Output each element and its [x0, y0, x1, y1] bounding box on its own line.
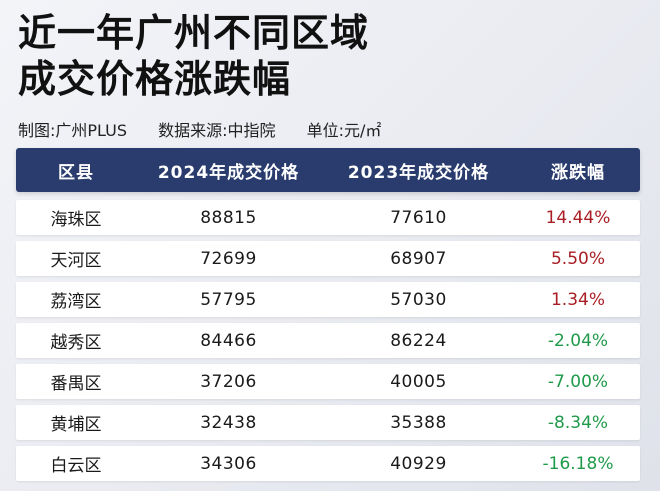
price-2024-cell: 57795 [200, 289, 257, 310]
price-2023-cell: 86224 [390, 330, 447, 351]
district-cell: 荔湾区 [50, 292, 102, 312]
price-2023-cell: 40929 [390, 453, 447, 474]
price-2024-cell: 84466 [200, 330, 257, 351]
price-2024-cell: 37206 [200, 371, 257, 392]
change-cell: -16.18% [542, 453, 614, 474]
meta-info: 制图:广州PLUS 数据来源:中指院 单位:元/㎡ [18, 117, 407, 141]
price-2023-cell: 68907 [390, 248, 447, 269]
header-price-2024: 2024年成交价格 [157, 162, 300, 183]
price-2024-cell: 88815 [200, 207, 257, 228]
price-2024-cell: 72699 [200, 248, 257, 269]
header-district: 区县 [58, 162, 94, 183]
price-2024-cell: 32438 [200, 412, 257, 433]
district-cell: 白云区 [50, 456, 102, 476]
district-cell: 海珠区 [50, 210, 102, 230]
table-row: 海珠区 88815 77610 14.44% [16, 200, 640, 235]
made-by-label: 制图:广州PLUS [18, 121, 128, 140]
unit-label: 单位:元/㎡ [306, 121, 382, 140]
price-2023-cell: 40005 [390, 371, 447, 392]
change-cell: -8.34% [547, 412, 609, 433]
change-cell: 5.50% [550, 248, 605, 269]
price-2023-cell: 57030 [390, 289, 447, 310]
district-cell: 黄埔区 [50, 415, 102, 435]
table-row: 黄埔区 32438 35388 -8.34% [16, 405, 640, 440]
table-row: 番禺区 37206 40005 -7.00% [16, 364, 640, 399]
price-2023-cell: 35388 [390, 412, 447, 433]
change-cell: 1.34% [550, 289, 605, 310]
table-row: 白云区 34306 40929 -16.18% [16, 446, 640, 481]
change-cell: -2.04% [547, 330, 609, 351]
header-price-2023: 2023年成交价格 [347, 162, 490, 183]
header-change: 涨跌幅 [551, 162, 605, 183]
district-cell: 番禺区 [50, 374, 102, 394]
district-cell: 越秀区 [50, 333, 102, 353]
title-line-1: 近一年广州不同区域 [18, 11, 370, 55]
title-line-2: 成交价格涨跌幅 [18, 57, 292, 101]
change-cell: 14.44% [545, 207, 611, 228]
table-row: 荔湾区 57795 57030 1.34% [16, 282, 640, 317]
price-2024-cell: 34306 [200, 453, 257, 474]
table-row: 越秀区 84466 86224 -2.04% [16, 323, 640, 358]
page-title: 近一年广州不同区域 成交价格涨跌幅 [18, 10, 369, 102]
price-2023-cell: 77610 [390, 207, 447, 228]
table-header: 区县 2024年成交价格 2023年成交价格 涨跌幅 [16, 148, 640, 192]
change-cell: -7.00% [547, 371, 609, 392]
district-cell: 天河区 [50, 251, 102, 271]
source-label: 数据来源:中指院 [158, 121, 276, 140]
table-row: 天河区 72699 68907 5.50% [16, 241, 640, 276]
